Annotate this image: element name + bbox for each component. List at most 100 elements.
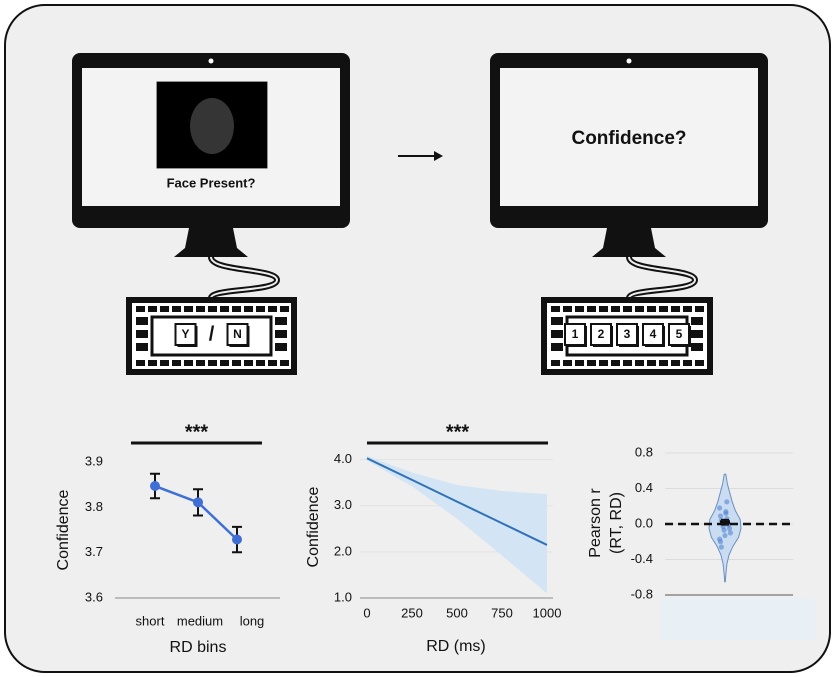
key-deco — [691, 343, 703, 351]
y-tick-label: -0.4 — [631, 551, 653, 566]
camera — [627, 59, 632, 64]
x-tick-label: 750 — [491, 605, 513, 620]
point — [722, 528, 727, 533]
y-axis-label: Pearson r — [587, 488, 604, 558]
key-deco — [659, 360, 668, 366]
key-deco — [551, 360, 560, 366]
point — [728, 530, 733, 535]
key-deco — [280, 306, 289, 312]
point — [193, 497, 203, 507]
key-deco — [647, 360, 656, 366]
key-deco — [136, 343, 148, 351]
key-deco — [563, 306, 572, 312]
key-deco — [551, 306, 560, 312]
key-deco — [275, 317, 287, 325]
key-deco — [551, 317, 563, 325]
key-deco — [611, 360, 620, 366]
point — [722, 533, 727, 538]
point — [150, 481, 160, 491]
key-deco — [232, 306, 241, 312]
key-deco — [148, 360, 157, 366]
key-deco — [208, 306, 217, 312]
key-deco — [244, 306, 253, 312]
y-tick-label: 3.0 — [334, 497, 352, 512]
key-deco — [575, 306, 584, 312]
key-deco — [611, 306, 620, 312]
key-deco — [196, 306, 205, 312]
y-tick-label: 0.4 — [635, 480, 653, 495]
x-tick-label: 1000 — [533, 605, 562, 620]
key-deco — [268, 306, 277, 312]
key-deco — [563, 360, 572, 366]
backdrop — [660, 598, 815, 640]
annotation: *** — [446, 421, 470, 443]
key-deco — [160, 360, 169, 366]
x-tick-label: 250 — [401, 605, 423, 620]
key-deco — [659, 306, 668, 312]
key-deco — [172, 306, 181, 312]
mean-marker — [720, 520, 730, 524]
key-deco — [256, 306, 265, 312]
key-label: Y — [181, 327, 189, 341]
key-deco — [623, 306, 632, 312]
key-deco — [136, 317, 148, 325]
key-deco — [587, 306, 596, 312]
x-tick-label: 500 — [446, 605, 468, 620]
key-deco — [184, 360, 193, 366]
y-tick-label: 4.0 — [334, 451, 352, 466]
key-deco — [623, 360, 632, 366]
key-label: 3 — [624, 327, 631, 341]
point — [232, 535, 242, 545]
key-deco — [160, 306, 169, 312]
key-deco — [275, 343, 287, 351]
key-deco — [683, 306, 692, 312]
key-deco — [671, 360, 680, 366]
key-deco — [671, 306, 680, 312]
key-deco — [635, 360, 644, 366]
point — [724, 499, 729, 504]
key-deco — [599, 306, 608, 312]
y-tick-label: 0.0 — [635, 515, 653, 530]
key-deco — [587, 360, 596, 366]
key-deco — [232, 360, 241, 366]
key-deco — [280, 360, 289, 366]
key-deco — [691, 330, 703, 338]
screen-text: Confidence? — [571, 128, 686, 149]
y-tick-label: 3.7 — [85, 544, 103, 559]
key-label: 1 — [572, 327, 579, 341]
key-deco — [695, 306, 704, 312]
stimulus-face — [190, 98, 234, 154]
key-deco — [136, 330, 148, 338]
key-deco — [551, 330, 563, 338]
key-deco — [196, 360, 205, 366]
y-axis-label: (RT, RD) — [608, 492, 625, 554]
key-deco — [635, 306, 644, 312]
key-deco — [184, 306, 193, 312]
y-tick-label: 0.8 — [635, 444, 653, 459]
key-deco — [551, 343, 563, 351]
key-deco — [220, 306, 229, 312]
key-deco — [208, 360, 217, 366]
key-deco — [695, 360, 704, 366]
screen-text: Face Present? — [167, 175, 256, 190]
key-deco — [683, 360, 692, 366]
key-deco — [275, 330, 287, 338]
key-deco — [136, 306, 145, 312]
x-tick-label: short — [136, 613, 165, 628]
figure: Face Present?Confidence?Y/N12345***3.63.… — [0, 0, 836, 677]
key-label: 4 — [650, 327, 657, 341]
key-deco — [691, 317, 703, 325]
key-deco — [136, 360, 145, 366]
point — [718, 513, 723, 518]
camera — [209, 59, 214, 64]
x-tick-label: 0 — [363, 605, 370, 620]
key-deco — [172, 360, 181, 366]
key-label: 2 — [598, 327, 605, 341]
y-axis-label: Confidence — [55, 489, 72, 570]
x-axis-label: RD (ms) — [426, 638, 486, 655]
y-tick-label: 3.9 — [85, 453, 103, 468]
key-label: / — [209, 323, 215, 345]
x-tick-label: medium — [177, 613, 223, 628]
x-tick-label: long — [240, 613, 265, 628]
point — [723, 509, 728, 514]
